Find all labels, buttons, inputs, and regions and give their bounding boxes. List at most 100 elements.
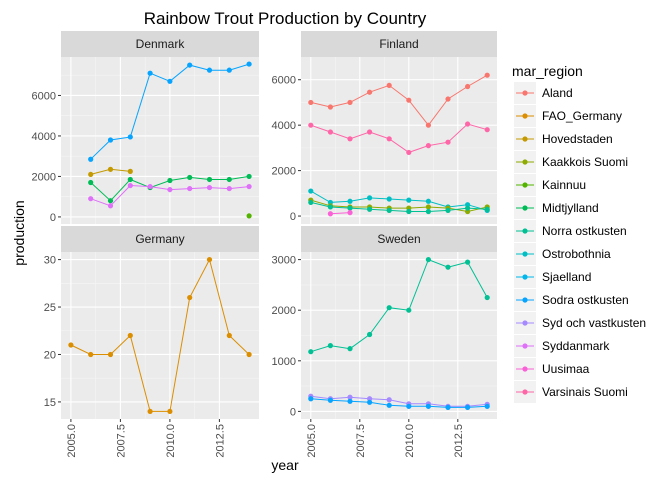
- data-point-aland: [406, 97, 412, 103]
- facet-strip: [301, 226, 497, 252]
- data-point-sjaelland: [226, 67, 232, 73]
- data-point-varsinais-suomi: [406, 149, 412, 156]
- data-point-midtjylland: [167, 177, 173, 184]
- y-tick-label: 2000: [272, 305, 296, 317]
- legend-key-point: [522, 182, 528, 188]
- data-point-sjaelland: [147, 70, 153, 76]
- series-kainnuu: [246, 213, 252, 219]
- facet-label-denmark: Denmark: [136, 37, 186, 51]
- legend-key-point: [522, 205, 528, 211]
- panel-background: [61, 57, 259, 224]
- data-point-fao-germany: [88, 351, 94, 358]
- y-tick-label: 15: [44, 397, 56, 409]
- data-point-midtjylland: [206, 176, 213, 183]
- series-aland: [308, 72, 490, 128]
- data-point-norra-ostkusten: [347, 205, 353, 211]
- data-point-sjaelland: [107, 137, 114, 143]
- x-tick-label: 2012.5: [214, 424, 226, 458]
- legend-item-uusimaa: Uusimaa: [514, 358, 590, 380]
- panel-sweden: Sweden 0 1000 2000 3000 2005.0 2007.5 2010.0 201…: [272, 226, 497, 458]
- legend-label: Varsinais Suomi: [542, 385, 628, 399]
- data-point-sodra-ostkusten: [367, 399, 373, 405]
- data-point-varsinais-suomi: [367, 129, 373, 135]
- legend-key-point: [522, 343, 528, 349]
- x-tick-label: 2007.5: [115, 424, 127, 458]
- data-point-syddanmark: [226, 185, 232, 192]
- legend-item-syd-och-vastkusten: Syd och vastkusten: [514, 312, 646, 334]
- series-line-uusimaa: [330, 212, 351, 215]
- x-tick-label: 2007.5: [355, 424, 367, 458]
- panel-background: [301, 57, 497, 224]
- data-point-norra-ostkusten: [465, 259, 471, 265]
- data-point-uusimaa: [327, 211, 333, 217]
- y-tick-label: 2000: [32, 171, 56, 183]
- series-norra-ostkusten: [308, 256, 490, 355]
- data-point-syddanmark: [246, 183, 252, 190]
- data-point-syddanmark: [88, 196, 94, 202]
- series-syddanmark: [88, 182, 252, 209]
- data-point-fao-germany: [187, 294, 193, 301]
- legend-label: Aland: [542, 86, 573, 100]
- legend-label: FAO_Germany: [542, 109, 622, 123]
- data-point-norra-ostkusten: [445, 264, 451, 270]
- data-point-syddanmark: [167, 186, 173, 193]
- data-point-fao-germany: [167, 408, 173, 415]
- y-tick-label: 1000: [272, 356, 296, 368]
- legend-key-point: [522, 90, 528, 96]
- data-point-sjaelland: [187, 62, 193, 68]
- data-point-kainnuu: [246, 213, 252, 219]
- series-line-kaakkois-suomi: [310, 199, 488, 213]
- y-tick-label: 0: [290, 211, 296, 223]
- legend-item-sodra-ostkusten: Sodra ostkusten: [514, 289, 629, 311]
- series-norra-ostkusten: [308, 199, 490, 215]
- data-point-kaakkois-suomi: [425, 204, 431, 210]
- legend-key-point: [522, 297, 528, 303]
- facet-label-sweden: Sweden: [377, 232, 420, 246]
- data-point-norra-ostkusten: [347, 346, 353, 352]
- data-point-varsinais-suomi: [425, 143, 431, 149]
- legend-key-point: [522, 159, 528, 165]
- legend-key-point: [522, 320, 528, 326]
- data-point-midtjylland: [107, 198, 114, 204]
- y-tick-label: 0: [50, 212, 56, 224]
- data-point-norra-ostkusten: [445, 207, 451, 213]
- legend-item-midtjylland: Midtjylland: [514, 197, 599, 219]
- data-point-syddanmark: [127, 182, 133, 189]
- data-point-norra-ostkusten: [386, 207, 392, 213]
- series-line-varsinais-suomi: [310, 123, 488, 153]
- series-line-fao-germany: [70, 258, 250, 412]
- data-point-aland: [386, 82, 392, 89]
- legend-key-point: [522, 113, 528, 119]
- data-point-norra-ostkusten: [484, 294, 490, 301]
- legend-item-syddanmark: Syddanmark: [514, 335, 610, 357]
- series-line-syd-och-vastkusten: [310, 395, 488, 407]
- data-point-syddanmark: [206, 184, 213, 191]
- data-point-aland: [308, 99, 314, 106]
- series-ostrobothnia: [308, 188, 490, 213]
- data-point-fao-germany: [226, 332, 232, 339]
- legend-key-point: [522, 274, 528, 280]
- data-point-ostrobothnia: [367, 195, 373, 201]
- series-varsinais-suomi: [308, 121, 490, 156]
- x-tick-label: 2010.0: [165, 424, 177, 458]
- data-point-fao-germany: [107, 351, 114, 358]
- data-point-sjaelland: [206, 67, 213, 73]
- panel-denmark: Denmark 0 2000 4000 6000: [32, 31, 259, 224]
- data-point-sodra-ostkusten: [327, 397, 333, 403]
- data-point-aland: [484, 72, 490, 78]
- legend-key-point: [522, 389, 528, 395]
- legend-key-point: [522, 136, 528, 142]
- data-point-varsinais-suomi: [327, 129, 333, 135]
- data-point-varsinais-suomi: [465, 121, 471, 127]
- y-axis-title: production: [11, 200, 27, 265]
- series-line-norra-ostkusten: [310, 258, 488, 353]
- data-point-ostrobothnia: [347, 198, 353, 204]
- y-tick-label: 20: [44, 349, 56, 361]
- data-point-norra-ostkusten: [406, 307, 412, 313]
- data-point-norra-ostkusten: [308, 349, 314, 355]
- data-point-varsinais-suomi: [308, 122, 314, 128]
- data-point-midtjylland: [127, 176, 133, 183]
- y-tick-label: 2000: [272, 166, 296, 178]
- facet-strip: [301, 31, 497, 57]
- y-tick-label: 4000: [32, 131, 56, 143]
